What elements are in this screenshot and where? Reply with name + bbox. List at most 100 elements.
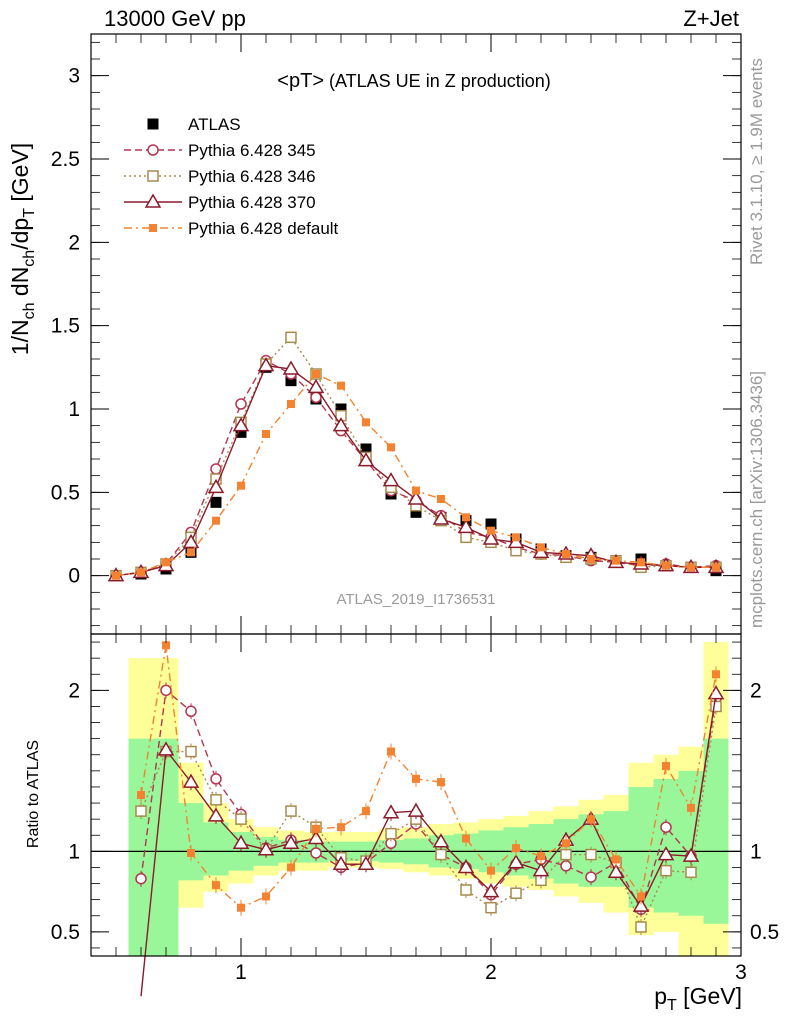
main-point-pdef (437, 495, 445, 503)
ratio-point-p370 (307, 829, 325, 845)
ratio-point-p370 (457, 858, 475, 874)
ratio-ytick-label-left: 0.5 (51, 921, 80, 944)
main-line-pdef (115, 373, 716, 577)
ratio-point-p346 (285, 805, 297, 817)
main-point-pdef (287, 400, 295, 408)
legend-label: ATLAS (188, 115, 241, 134)
main-point-p370 (232, 417, 250, 432)
main-axis-layer: 0 0.5 1 1.5 2 2.5 3 (51, 34, 741, 634)
ratio-point-p346 (485, 901, 497, 914)
main-point-p345 (235, 398, 247, 410)
ratio-point-p370 (257, 841, 275, 856)
ratio-ytick-label-left: 1 (68, 840, 80, 863)
main-point-data (485, 518, 497, 530)
main-series-pdef (112, 370, 720, 580)
ratio-point-p346 (635, 921, 647, 933)
main-point-pdef (462, 513, 470, 522)
ratio-band-inner (703, 738, 729, 924)
ylabel-main: 1/Nch dNch/dpT [GeV] (7, 143, 38, 355)
ratio-xtick-label: 2 (485, 961, 497, 984)
legend-item-p370: Pythia 6.428 370 (124, 193, 316, 212)
legend-item-p346: Pythia 6.428 346 (124, 167, 316, 186)
watermark: ATLAS_2019_I1736531 (336, 591, 495, 608)
plot-title-main: <pT> (277, 70, 324, 92)
ratio-band-inner (128, 738, 154, 956)
legend-label: Pythia 6.428 346 (188, 167, 316, 186)
ratio-point-pdef (187, 848, 195, 857)
main-point-p346 (460, 531, 472, 544)
ratio-band-inner (653, 778, 679, 913)
ratio-point-p370 (657, 846, 675, 861)
main-point-pdef (162, 558, 170, 567)
main-point-pdef (212, 516, 220, 525)
main-point-p370 (207, 478, 225, 494)
ratio-point-pdef (212, 881, 220, 890)
legend-marker-p345 (147, 144, 159, 156)
ratio-point-p346 (385, 827, 397, 840)
legend-label: Pythia 6.428 370 (188, 193, 316, 212)
ratio-point-p370 (332, 855, 350, 870)
ratio-point-pdef (287, 863, 295, 872)
main-panel: 0 0.5 1 1.5 2 2.5 3 (51, 33, 742, 635)
ratio-point-pdef (562, 839, 570, 848)
main-point-pdef (412, 486, 420, 495)
ratio-xtick-label: 3 (735, 961, 747, 984)
main-point-pdef (362, 418, 370, 427)
ratio-point-pdef (137, 791, 145, 799)
main-line-p346 (115, 336, 716, 577)
main-point-pdef (687, 563, 695, 572)
ratio-point-pdef (237, 903, 245, 912)
legend-item-p345: Pythia 6.428 345 (124, 141, 316, 160)
main-point-p370 (407, 490, 425, 505)
ratio-point-p346 (235, 813, 247, 825)
ratio-xtick-label: 1 (235, 961, 247, 984)
ratio-point-p370 (607, 863, 625, 879)
side-label-mcplots: mcplots.cern.ch [arXiv:1306.3436] (747, 371, 766, 628)
ratio-point-p345 (310, 847, 322, 859)
main-series-p345 (110, 354, 722, 582)
ratio-point-pdef (312, 824, 320, 833)
main-point-pdef (662, 561, 670, 570)
main-point-pdef (612, 556, 620, 565)
main-line-p370 (115, 364, 716, 577)
ratio-point-p370 (682, 847, 700, 862)
ratio-point-pdef (712, 670, 720, 679)
main-ytick-label: 2.5 (51, 148, 80, 171)
ratio-point-pdef (687, 803, 695, 812)
ratio-point-p370 (632, 897, 650, 912)
legend-marker-pdef (149, 224, 157, 232)
main-point-data (410, 506, 422, 518)
ratio-point-p345 (585, 871, 597, 883)
main-point-p370 (482, 530, 500, 545)
ratio-point-pdef (662, 762, 670, 771)
legend-marker-data (147, 118, 159, 130)
main-point-p345 (210, 463, 222, 475)
ratio-point-p346 (210, 794, 222, 806)
ratio-point-p345 (160, 684, 172, 697)
ratio-point-p370 (482, 883, 500, 898)
legend: ATLAS Pythia 6.428 345 Pythia 6.428 346 Pyt… (124, 115, 339, 238)
ratio-ytick-label-right: 1 (750, 840, 762, 863)
main-ytick-label: 0 (68, 565, 80, 588)
main-point-pdef (712, 563, 720, 572)
main-ytick-label: 2 (68, 231, 80, 254)
ratio-point-p370 (182, 773, 200, 788)
legend-item-pdef: Pythia 6.428 default (124, 219, 339, 238)
main-point-p370 (432, 510, 450, 525)
ratio-point-p370 (532, 862, 550, 877)
main-ytick-label: 1.5 (51, 315, 80, 338)
ratio-point-p346 (135, 805, 147, 817)
main-point-pdef (187, 548, 195, 557)
main-ytick-label: 1 (68, 398, 80, 421)
ratio-point-p370 (407, 802, 425, 817)
ratio-point-p345 (135, 872, 147, 885)
ylabel-ratio: Ratio to ATLAS (25, 740, 42, 848)
ratio-point-p345 (185, 705, 197, 718)
legend-marker-p370 (144, 193, 162, 208)
ratio-point-p370 (232, 834, 250, 850)
ratio-point-p370 (507, 854, 525, 869)
main-ytick-label: 0.5 (51, 481, 80, 504)
ratio-point-p346 (435, 848, 447, 861)
ratio-point-p345 (210, 773, 222, 785)
